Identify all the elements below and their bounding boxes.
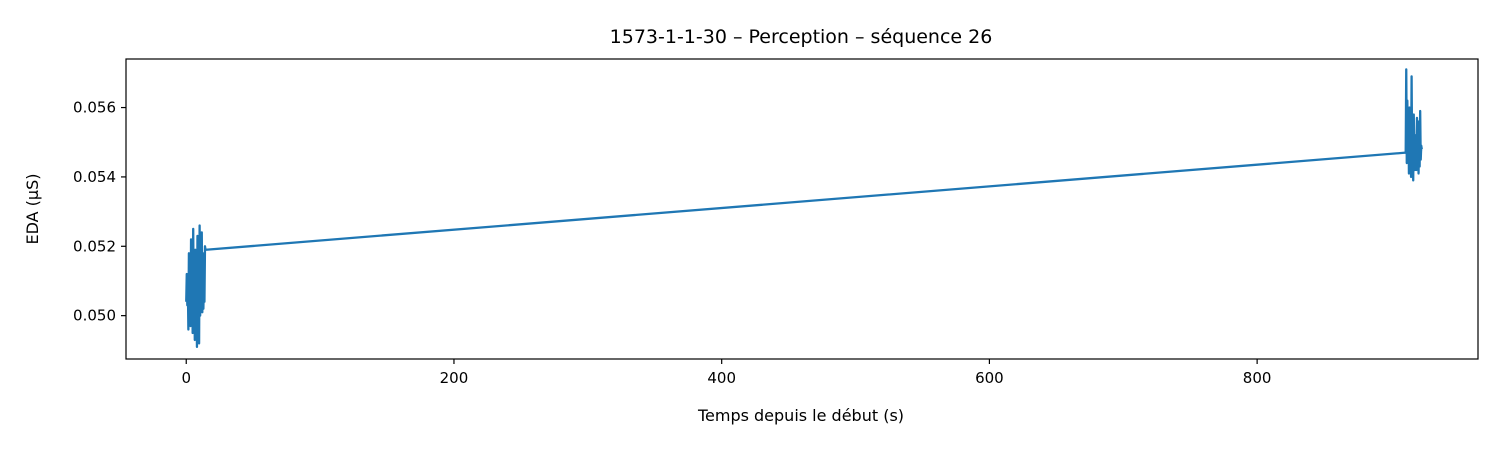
plot-frame	[125, 58, 1479, 360]
x-tick-label: 800	[1243, 369, 1272, 387]
x-axis: 0 200 400 600 800	[181, 359, 1271, 387]
y-axis: 0.050 0.052 0.054 0.056	[73, 99, 126, 325]
y-tick-label: 0.050	[73, 307, 116, 325]
x-tick-label: 400	[707, 369, 736, 387]
plot-area	[185, 68, 1423, 349]
y-tick-label: 0.054	[73, 168, 116, 186]
chart-title: 1573-1-1-30 – Perception – séquence 26	[610, 26, 993, 48]
y-tick-label: 0.052	[73, 237, 116, 255]
x-tick-label: 200	[440, 369, 469, 387]
y-axis-label: EDA (µS)	[23, 174, 42, 245]
x-tick-label: 0	[181, 369, 191, 387]
x-axis-label: Temps depuis le début (s)	[697, 406, 904, 425]
y-tick-label: 0.056	[73, 99, 116, 117]
x-tick-label: 600	[975, 369, 1004, 387]
series-line-0	[185, 68, 1423, 349]
